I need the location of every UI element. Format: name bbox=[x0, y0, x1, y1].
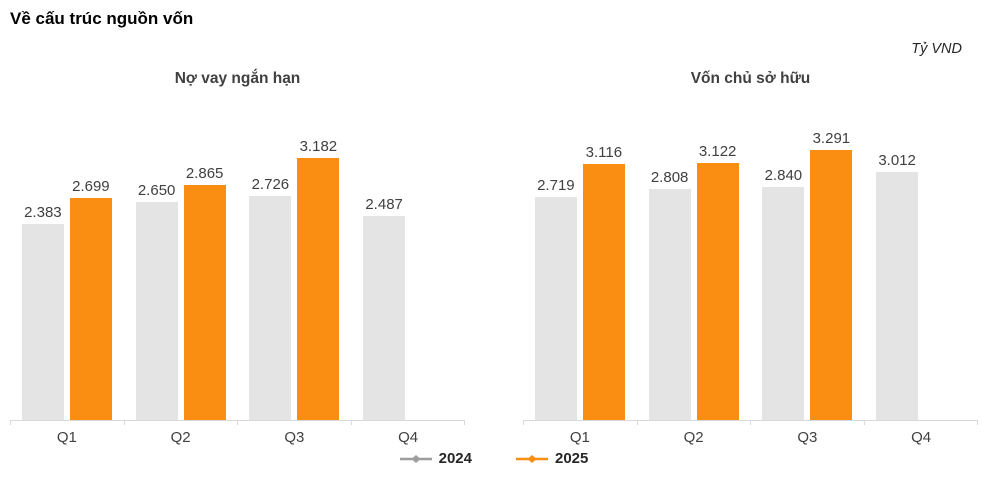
bar-value-label: 2.865 bbox=[185, 165, 224, 182]
x-axis-label: Q2 bbox=[683, 429, 704, 446]
bar-2025 bbox=[183, 185, 226, 420]
bar-value-label: 3.012 bbox=[878, 152, 916, 169]
axis-tick-cell bbox=[10, 421, 124, 425]
bar-value-label: 3.122 bbox=[698, 143, 737, 160]
bar-group-q1: 2.383 2.699 bbox=[10, 120, 124, 420]
bar-2024 bbox=[249, 196, 292, 420]
bar-value-label: 2.383 bbox=[24, 204, 62, 221]
bar-2025 bbox=[69, 198, 112, 420]
bar-slot-2025: 3.116 bbox=[582, 120, 625, 420]
x-axis-label: Q3 bbox=[284, 429, 305, 446]
legend-line-marker-icon bbox=[399, 454, 432, 464]
legend-item-2024: 2024 bbox=[399, 450, 472, 467]
bar-value-label: 3.291 bbox=[812, 130, 851, 147]
bar-slot-2024: 2.487 bbox=[363, 120, 406, 420]
x-axis-label: Q1 bbox=[569, 429, 590, 446]
bar-slot-2025: 2.865 bbox=[183, 120, 226, 420]
axis-tick-cell bbox=[636, 421, 751, 425]
x-axis-labels: Q1 Q2 Q3 Q4 bbox=[10, 425, 465, 446]
charts-row: Nợ vay ngắn hạn 2.383 2.699 2.650 2.865 2.72… bbox=[10, 70, 978, 446]
legend-label: 2025 bbox=[555, 450, 589, 467]
axis-tick-cell bbox=[863, 421, 978, 425]
bar-2025 bbox=[810, 150, 853, 420]
bar-slot-2025: 3.122 bbox=[696, 120, 739, 420]
bar-slot-2024: 2.719 bbox=[534, 120, 577, 420]
axis-tick-cell bbox=[123, 421, 238, 425]
bar-slot-2024: 2.650 bbox=[135, 120, 178, 420]
bar-group-q4: 2.487 bbox=[351, 120, 465, 420]
plot-area: 2.383 2.699 2.650 2.865 2.726 3.182 2.487 bbox=[10, 120, 465, 420]
bar-2024 bbox=[876, 172, 919, 420]
bar-2025 bbox=[297, 158, 340, 420]
bar-slot-2025: 3.291 bbox=[810, 120, 853, 420]
plot-area: 2.719 3.116 2.808 3.122 2.840 3.291 3.012 bbox=[523, 120, 978, 420]
x-axis bbox=[523, 420, 978, 425]
bar-slot-2024: 2.726 bbox=[249, 120, 292, 420]
x-axis-label: Q3 bbox=[797, 429, 818, 446]
chart-legend: 2024 2025 bbox=[0, 450, 988, 467]
x-axis bbox=[10, 420, 465, 425]
bar-slot-2025: 3.182 bbox=[297, 120, 340, 420]
bar-slot-2025: 2.699 bbox=[69, 120, 112, 420]
legend-line-marker-icon bbox=[516, 454, 548, 464]
page-title: Về cấu trúc nguồn vốn bbox=[10, 9, 194, 28]
legend-item-2025: 2025 bbox=[516, 450, 588, 467]
axis-tick-cell bbox=[523, 421, 637, 425]
bar-slot-2024: 2.840 bbox=[762, 120, 805, 420]
x-axis-label: Q2 bbox=[170, 429, 191, 446]
unit-label: Tỷ VND bbox=[911, 41, 962, 57]
bar-value-label: 2.699 bbox=[72, 178, 110, 195]
chart-equity: Vốn chủ sở hữu 2.719 3.116 2.808 3.122 2.840… bbox=[523, 70, 978, 446]
bar-value-label: 2.726 bbox=[251, 176, 290, 193]
bar-value-label: 2.487 bbox=[365, 196, 403, 213]
bar-group-q3: 2.840 3.291 bbox=[751, 120, 865, 420]
bar-2024 bbox=[135, 202, 178, 420]
bar-2024 bbox=[363, 216, 406, 420]
x-axis-labels: Q1 Q2 Q3 Q4 bbox=[523, 425, 978, 446]
legend-label: 2024 bbox=[438, 450, 472, 467]
chart-title: Vốn chủ sở hữu bbox=[690, 70, 811, 87]
bar-slot-2024: 2.383 bbox=[21, 120, 64, 420]
bar-group-q2: 2.650 2.865 bbox=[124, 120, 238, 420]
bar-2024 bbox=[21, 224, 64, 420]
axis-tick-cell bbox=[350, 421, 465, 425]
bar-2025 bbox=[582, 164, 625, 420]
bar-value-label: 2.719 bbox=[537, 177, 575, 194]
axis-tick-cell bbox=[237, 421, 351, 425]
bar-slot-2024: 3.012 bbox=[876, 120, 919, 420]
bar-slot-2025 bbox=[924, 120, 966, 420]
bar-group-q2: 2.808 3.122 bbox=[637, 120, 751, 420]
bar-slot-2025 bbox=[411, 120, 453, 420]
bar-group-q1: 2.719 3.116 bbox=[523, 120, 637, 420]
x-axis-label: Q1 bbox=[56, 429, 77, 446]
bar-value-label: 2.808 bbox=[650, 169, 689, 186]
bar-2024 bbox=[648, 189, 691, 420]
bar-group-q3: 2.726 3.182 bbox=[238, 120, 352, 420]
bar-2025 bbox=[696, 163, 739, 420]
bar-2024 bbox=[762, 187, 805, 420]
bar-value-label: 2.650 bbox=[137, 182, 176, 199]
bar-2024 bbox=[534, 197, 577, 420]
bar-value-label: 3.182 bbox=[299, 138, 338, 155]
chart-title: Nợ vay ngắn hạn bbox=[174, 70, 301, 87]
bar-group-q4: 3.012 bbox=[864, 120, 978, 420]
bar-value-label: 3.116 bbox=[585, 144, 623, 161]
x-axis-label: Q4 bbox=[911, 429, 932, 446]
bar-value-label: 2.840 bbox=[764, 167, 803, 184]
chart-short-term-debt: Nợ vay ngắn hạn 2.383 2.699 2.650 2.865 2.72… bbox=[10, 70, 465, 446]
axis-tick-cell bbox=[750, 421, 864, 425]
x-axis-label: Q4 bbox=[398, 429, 419, 446]
bar-slot-2024: 2.808 bbox=[648, 120, 691, 420]
